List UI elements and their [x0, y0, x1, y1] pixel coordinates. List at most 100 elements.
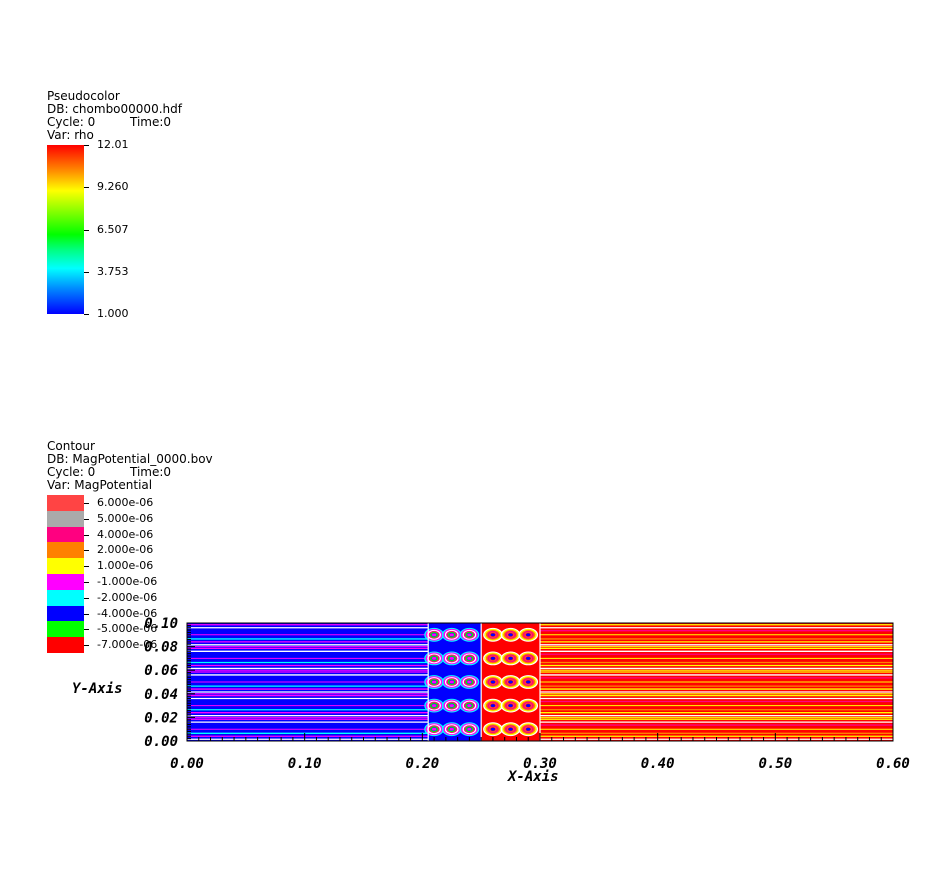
contour-ring: [487, 654, 499, 663]
contour-ring: [462, 700, 477, 711]
contour-ring: [428, 701, 440, 710]
contour-ring: [428, 678, 440, 686]
contour-var: Var: MagPotential: [47, 478, 153, 492]
contour-core: [508, 680, 513, 684]
contour-ring: [447, 679, 456, 685]
contour-level-swatch: [47, 574, 84, 590]
contour-core: [490, 633, 496, 637]
contour-ring: [428, 654, 440, 663]
contour-core: [467, 633, 472, 637]
y-tick-label: 0.04: [144, 687, 178, 703]
contour-ring: [488, 631, 497, 638]
contour-ring: [461, 676, 478, 688]
contour-ring: [524, 631, 533, 638]
contour-ring: [486, 677, 500, 687]
contour-level-tick: [84, 534, 89, 536]
contour-ring: [465, 631, 474, 638]
contour-ring: [425, 676, 443, 688]
contour-ring: [444, 724, 459, 735]
contour-core: [431, 680, 437, 684]
contour-level-tick: [84, 550, 89, 552]
contour-time: Time:0: [130, 465, 172, 479]
contour-ring: [519, 652, 537, 665]
x-tick-label: 0.10: [288, 756, 322, 772]
contour-core: [526, 680, 531, 684]
contour-ring: [502, 723, 519, 736]
contour-level-swatch: [47, 495, 84, 511]
contour-ring: [505, 725, 517, 734]
contour-core: [467, 656, 472, 660]
contour-ring: [463, 654, 475, 663]
contour-ring: [503, 677, 518, 687]
contour-ring: [447, 655, 456, 662]
contour-level-tick: [84, 566, 89, 568]
contour-level-swatch: [47, 589, 84, 606]
pseudocolor-plot-type: Pseudocolor: [47, 89, 120, 103]
contour-ring: [443, 676, 461, 688]
contour-ring: [506, 679, 515, 685]
contour-level-tick: [84, 581, 89, 583]
contour-level-swatch: [47, 637, 84, 653]
contour-core: [526, 727, 531, 731]
y-tick-label: 0.00: [144, 734, 178, 750]
pseudocolor-tick-label: 6.507: [97, 222, 129, 236]
x-axis-title: X-Axis: [508, 769, 559, 785]
contour-ring: [486, 653, 500, 664]
contour-ring: [459, 627, 480, 642]
contour-ring: [462, 724, 477, 735]
contour-ring: [488, 726, 497, 733]
contour-ring: [425, 628, 443, 641]
contour-core: [508, 727, 513, 731]
contour-ring: [518, 651, 539, 666]
contour-ring: [462, 677, 477, 687]
contour-ring: [521, 653, 536, 664]
contour-core: [526, 704, 531, 708]
x-tick-label: 0.40: [641, 756, 675, 772]
pseudocolor-tick-label: 9.260: [97, 180, 129, 194]
contour-ring: [461, 628, 478, 641]
contour-ring: [506, 726, 515, 733]
contour-ring: [444, 700, 459, 711]
y-axis-title: Y-Axis: [72, 681, 123, 697]
contour-ring: [425, 723, 443, 736]
contour-ring: [443, 628, 461, 641]
contour-level-label: 6.000e-06: [97, 495, 154, 509]
contour-core: [526, 656, 531, 660]
contour-level-label: -5.000e-06: [97, 622, 158, 636]
contour-ring: [459, 651, 480, 666]
contour-level-label: 5.000e-06: [97, 511, 154, 525]
contour-ring: [461, 699, 478, 712]
contour-core: [467, 680, 472, 684]
contour-ring: [488, 702, 497, 709]
x-tick-label: 0.60: [876, 756, 910, 772]
contour-ring: [465, 679, 474, 685]
contour-core: [490, 727, 496, 731]
contour-level-label: 1.000e-06: [97, 559, 154, 573]
contour-core: [449, 704, 454, 708]
contour-level-tick: [84, 629, 89, 631]
contour-ring: [443, 652, 461, 665]
contour-ring: [505, 654, 517, 663]
contour-level-swatch: [47, 526, 84, 543]
contour-db: DB: MagPotential_0000.bov: [47, 452, 213, 466]
contour-ring: [505, 630, 517, 639]
contour-cycle: Cycle: 0: [47, 465, 96, 479]
x-tick-label: 0.30: [523, 756, 557, 772]
contour-ring: [447, 726, 456, 733]
contour-ring: [487, 630, 499, 639]
contour-core: [508, 656, 513, 660]
contour-ring: [519, 723, 537, 736]
pseudocolor-tick-mark: [84, 145, 89, 146]
pseudocolor-time: Time:0: [130, 115, 172, 129]
contour-ring: [459, 698, 480, 713]
contour-ring: [430, 702, 439, 709]
contour-core: [526, 633, 531, 637]
contour-level-label: -1.000e-06: [97, 574, 158, 588]
contour-ring: [518, 627, 539, 642]
contour-ring: [518, 675, 539, 689]
pseudocolor-colorbar: [47, 145, 84, 314]
contour-ring: [505, 678, 517, 686]
contour-ring: [503, 700, 518, 711]
contour-level-swatch: [47, 605, 84, 622]
contour-level-swatch: [47, 542, 84, 559]
